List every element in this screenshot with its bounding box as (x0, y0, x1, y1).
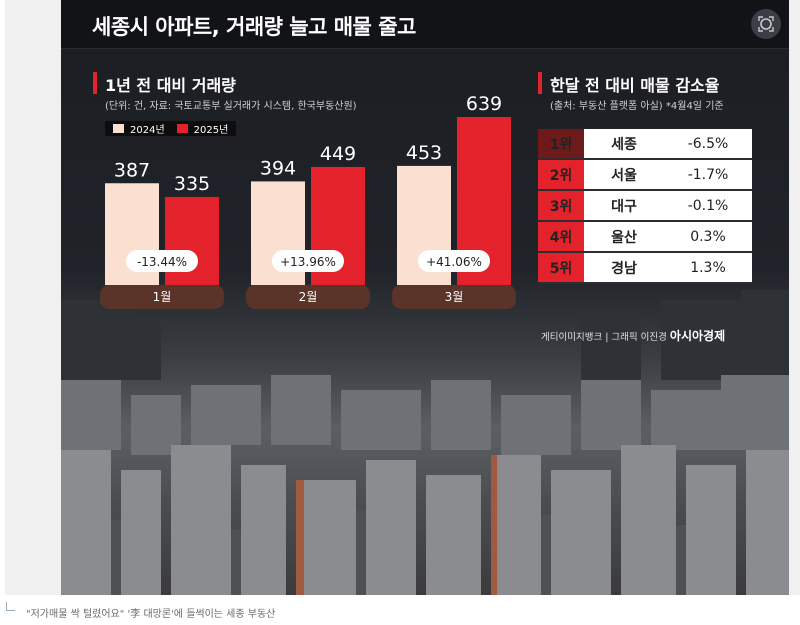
infographic: 세종시 아파트, 거래량 늘고 매물 줄고 1년 전 대비 거래량 (단위: 건… (61, 0, 789, 595)
category-label: 2월 (299, 290, 318, 304)
decrease-rate: 1.3% (664, 252, 752, 284)
change-pill (272, 250, 344, 272)
decrease-rate: -6.5% (664, 129, 752, 160)
caption-corner-icon (6, 602, 15, 611)
decrease-rate: 0.3% (664, 221, 752, 253)
change-pill (126, 250, 198, 272)
table-row: 1위 세종 -6.5% (538, 129, 752, 160)
city-skyline (61, 290, 789, 595)
category-bar (100, 285, 224, 309)
region-name: 울산 (584, 221, 664, 253)
credit-line: 게티이미지뱅크 | 그래픽 이진경 아시아경제 (541, 327, 725, 344)
bar-value-label: 387 (114, 159, 150, 181)
rank-badge: 2위 (538, 159, 584, 191)
credit-brand: 아시아경제 (669, 329, 726, 343)
table-row: 4위 울산 0.3% (538, 221, 752, 253)
rank-badge: 3위 (538, 190, 584, 222)
chart-legend: 2024년 2025년 (105, 121, 237, 136)
change-label: +41.06% (426, 255, 482, 269)
left-section-subtitle: (단위: 건, 자료: 국토교통부 실거래가 시스템, 한국부동산원) (105, 101, 357, 112)
left-section-title: 1년 전 대비 거래량 (105, 76, 236, 95)
category-label: 1월 (153, 290, 172, 304)
credit-text: 게티이미지뱅크 | 그래픽 이진경 (541, 332, 667, 343)
bar-value-label: 453 (406, 142, 442, 164)
decrease-rate: -0.1% (664, 190, 752, 222)
legend-swatch-2024 (113, 124, 124, 133)
title-bar: 세종시 아파트, 거래량 늘고 매물 줄고 (61, 0, 789, 49)
change-label: -13.44% (137, 255, 187, 269)
image-frame: 세종시 아파트, 거래량 늘고 매물 줄고 1년 전 대비 거래량 (단위: 건… (5, 0, 800, 595)
bar-value-label: 394 (260, 157, 296, 179)
volume-bar-chart: 387 335 -13.44% 1월 394 449 +13.96% 2월 453 639 +41.… (100, 93, 516, 309)
listing-decrease-table: 1위 세종 -6.5% 2위 서울 -1.7% 3위 대구 -0.1% 4위 울산 0.3% 5위 경남 1… (538, 129, 752, 284)
rank-badge: 1위 (538, 129, 584, 160)
legend-label-2024: 2024년 (130, 125, 165, 136)
region-name: 세종 (584, 129, 664, 160)
legend-swatch-2025 (176, 124, 188, 133)
rank-badge: 5위 (538, 252, 584, 284)
category-bar (392, 285, 516, 309)
legend-label-2025: 2025년 (193, 125, 229, 136)
image-caption: "저가매물 싹 털렸어요" '李 대망론'에 들썩이는 세종 부동산 (0, 602, 800, 624)
right-section-subtitle: (출처: 부동산 플랫폼 아실) *4월4일 기준 (550, 101, 724, 112)
right-section-marker (538, 72, 542, 94)
bar-value-label: 335 (174, 173, 210, 195)
caption-text: "저가매물 싹 털렸어요" '李 대망론'에 들썩이는 세종 부동산 (26, 609, 276, 620)
table-row: 5위 경남 1.3% (538, 252, 752, 284)
bar-value-label: 449 (320, 143, 356, 165)
left-section-marker (93, 72, 97, 94)
bar-value-label: 639 (466, 93, 502, 115)
page-title: 세종시 아파트, 거래량 늘고 매물 줄고 (92, 15, 416, 39)
table-row: 3위 대구 -0.1% (538, 190, 752, 222)
rank-badge: 4위 (538, 221, 584, 253)
right-section-title: 한달 전 대비 매물 감소율 (550, 76, 720, 95)
lens-icon (758, 16, 774, 32)
change-label: +13.96% (280, 255, 336, 269)
decrease-rate: -1.7% (664, 159, 752, 191)
lens-search-button[interactable] (751, 9, 781, 39)
region-name: 서울 (584, 159, 664, 191)
region-name: 경남 (584, 252, 664, 284)
change-pill (418, 250, 490, 272)
category-bar (246, 285, 370, 309)
category-label: 3월 (445, 290, 464, 304)
region-name: 대구 (584, 190, 664, 222)
table-row: 2위 서울 -1.7% (538, 159, 752, 191)
